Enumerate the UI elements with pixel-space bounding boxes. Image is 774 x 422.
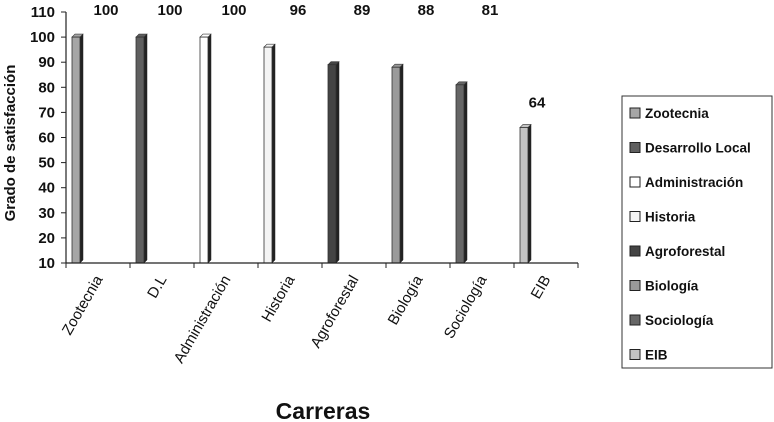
legend-item: Zootecnia <box>629 106 709 121</box>
legend-item: Historia <box>629 210 696 225</box>
legend-swatch <box>629 176 641 188</box>
data-label: 100 <box>93 2 118 19</box>
y-tick-label: 20 <box>38 230 55 247</box>
legend-label: Agroforestal <box>645 244 725 259</box>
y-tick-label: 50 <box>38 155 55 172</box>
x-tick-label: Administración <box>171 273 235 367</box>
legend-swatch <box>629 211 641 222</box>
legend-item: Administración <box>629 175 743 190</box>
x-axis-categories: Zootecnia D.L Administración Historia Agrofo… <box>59 272 555 366</box>
legend-item: Sociología <box>629 313 714 328</box>
legend-item: Desarrollo Local <box>629 141 751 156</box>
legend-item: Biología <box>629 279 699 294</box>
y-tick-label: 10 <box>38 255 55 272</box>
data-label: 81 <box>482 2 499 19</box>
bar-administracin <box>199 33 212 264</box>
x-axis-label: Carreras <box>276 398 371 422</box>
data-label: 64 <box>529 94 546 111</box>
legend-item: EIB <box>629 348 668 363</box>
bar-zootecnia <box>71 33 84 264</box>
data-label: 88 <box>418 2 435 19</box>
y-axis-label: Grado de satisfacción <box>2 65 19 222</box>
y-axis-ticks: 10 20 30 40 50 60 70 80 90 100 110 <box>30 4 66 272</box>
legend-swatch <box>629 142 641 153</box>
bar-biologa <box>391 63 404 264</box>
data-label: 89 <box>354 2 371 19</box>
axes <box>65 12 579 268</box>
y-tick-label: 40 <box>38 180 55 197</box>
legend-swatch <box>629 314 641 326</box>
legend-swatch <box>629 245 641 257</box>
legend-item: Agroforestal <box>629 244 725 259</box>
legend-box <box>621 95 773 369</box>
legend-label: Administración <box>645 175 743 190</box>
x-tick-label: Biología <box>385 272 427 328</box>
bar-agroforestal <box>327 61 340 264</box>
data-label: 100 <box>157 2 182 19</box>
data-labels: 100 100 100 96 89 88 81 64 <box>93 2 546 111</box>
y-tick-label: 70 <box>38 104 55 121</box>
x-tick-label: D.L <box>144 273 170 302</box>
bars <box>71 33 532 264</box>
legend-label: Sociología <box>645 313 714 328</box>
data-label: 96 <box>290 2 307 19</box>
y-tick-label: 100 <box>30 29 55 46</box>
legend-label: Desarrollo Local <box>645 141 751 156</box>
x-tick-label: Historia <box>258 272 298 325</box>
legend-label: Biología <box>645 279 699 294</box>
x-tick-label: Agroforestal <box>307 273 362 352</box>
data-label: 100 <box>221 2 246 19</box>
legend-swatch <box>629 349 641 360</box>
legend-swatch <box>629 280 641 291</box>
x-tick-label: EIB <box>528 273 555 302</box>
x-tick-label: Zootecnia <box>59 272 107 338</box>
y-axis-title: Grado de satisfacción <box>2 65 19 222</box>
bar-historia <box>263 43 276 264</box>
legend-swatch <box>629 107 641 119</box>
legend-label: EIB <box>645 348 668 363</box>
bar-dl <box>135 33 148 264</box>
legend: Zootecnia Desarrollo Local Administración H… <box>621 95 773 369</box>
x-tick-label: Sociología <box>441 272 491 342</box>
y-tick-label: 90 <box>38 54 55 71</box>
bar-eib <box>519 123 532 264</box>
y-tick-label: 30 <box>38 205 55 222</box>
bar-sociologa <box>455 81 468 264</box>
y-tick-label: 80 <box>38 79 55 96</box>
legend-label: Historia <box>645 210 696 225</box>
y-tick-label: 110 <box>31 4 55 21</box>
y-tick-label: 60 <box>38 130 55 147</box>
legend-label: Zootecnia <box>645 106 709 121</box>
